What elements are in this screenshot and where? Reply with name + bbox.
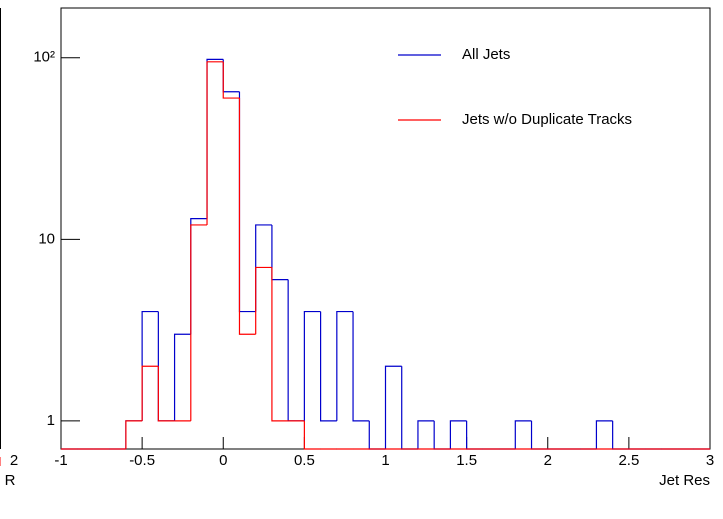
- histogram-bin: [222, 61, 240, 99]
- y-tick-label: 10²: [33, 49, 55, 66]
- histogram-bin: [125, 420, 143, 449]
- histogram-bin: [190, 224, 208, 421]
- y-tick-label: 10: [38, 230, 55, 247]
- histogram-bin: [449, 420, 467, 449]
- histogram-bin: [417, 420, 435, 449]
- x-tick-label: 0.5: [294, 452, 315, 469]
- x-tick-label: 1.5: [456, 452, 477, 469]
- histogram-bin: [238, 98, 256, 335]
- legend-label: Jets w/o Duplicate Tracks: [462, 111, 632, 128]
- x-tick-label: 1: [381, 452, 389, 469]
- histogram-bin: [303, 420, 321, 450]
- histogram-bin: [206, 61, 224, 225]
- histogram-bin: [384, 365, 402, 449]
- histogram-bin: [320, 311, 337, 422]
- x-tick-label: 2.5: [618, 452, 639, 469]
- x-tick-label: 2: [10, 452, 18, 469]
- histogram-bin: [271, 267, 289, 422]
- x-tick-label: 2: [544, 452, 552, 469]
- x-tick-label: -1: [54, 452, 67, 469]
- histogram-bin: [255, 266, 272, 335]
- histogram-bin: [173, 333, 191, 421]
- histogram-bin: [141, 365, 159, 421]
- histogram-bin: [595, 420, 613, 449]
- histogram-bin: [336, 310, 354, 421]
- x-tick-label: -0.5: [129, 452, 155, 469]
- legend-label: All Jets: [462, 46, 510, 63]
- histogram-bin: [514, 420, 532, 449]
- histogram-bin: [303, 310, 321, 421]
- x-tick-label: 3: [706, 452, 714, 469]
- x-tick-label: 0: [219, 452, 227, 469]
- x-axis-label: R: [5, 472, 16, 489]
- y-tick-label: 1: [47, 412, 55, 429]
- histogram-bin: [352, 311, 370, 422]
- histogram-bin: [157, 366, 175, 422]
- x-axis-label: Jet Res: [659, 472, 710, 489]
